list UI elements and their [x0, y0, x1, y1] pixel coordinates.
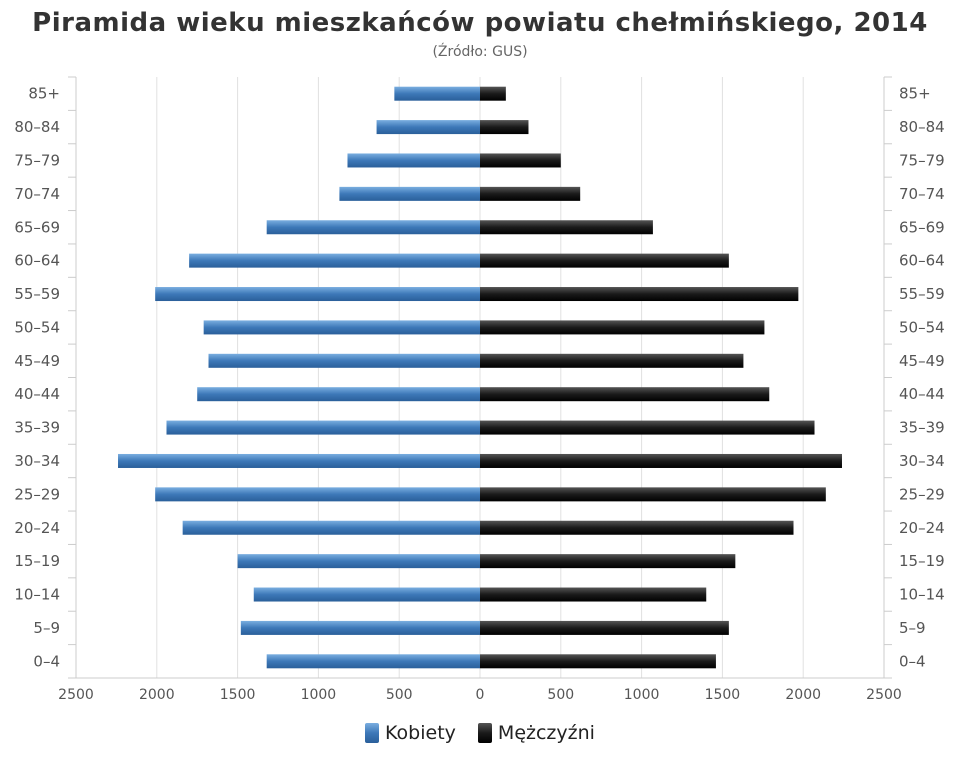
y-tick-label-right: 65–69: [899, 218, 945, 236]
y-tick-label-left: 35–39: [14, 419, 60, 437]
y-tick-label-right: 80–84: [899, 118, 945, 136]
bar-mezczyzni: [480, 253, 729, 268]
axes: [68, 76, 892, 679]
y-tick-label-right: 30–34: [899, 452, 945, 470]
y-tick-label-right: 40–44: [899, 385, 945, 403]
y-tick-label-left: 80–84: [14, 118, 60, 136]
y-tick-label-right: 15–19: [899, 552, 945, 570]
bar-mezczyzni: [480, 453, 842, 468]
x-tick-label: 2000: [785, 687, 821, 703]
legend-label-mezczyzni: Mężczyźni: [497, 722, 595, 744]
y-tick-label-right: 20–24: [899, 519, 945, 537]
bar-mezczyzni: [480, 320, 765, 335]
bar-mezczyzni: [480, 287, 799, 302]
y-tick-label-right: 45–49: [899, 352, 945, 370]
x-tick-label: 2500: [866, 687, 902, 703]
y-tick-label-left: 75–79: [14, 151, 60, 169]
y-tick-label-right: 25–29: [899, 485, 945, 503]
bar-mezczyzni: [480, 487, 826, 502]
bar-kobiety: [339, 186, 480, 201]
y-tick-label-left: 65–69: [14, 218, 60, 236]
bar-kobiety: [376, 120, 480, 135]
x-tick-label: 500: [386, 687, 413, 703]
x-tick-label: 2000: [139, 687, 175, 703]
y-tick-label-left: 25–29: [14, 485, 60, 503]
bar-kobiety: [155, 487, 480, 502]
bar-kobiety: [118, 453, 481, 468]
y-tick-label-left: 55–59: [14, 285, 60, 303]
y-tick-label-left: 50–54: [14, 318, 60, 336]
y-tick-label-left: 70–74: [14, 185, 60, 203]
y-tick-label-left: 30–34: [14, 452, 60, 470]
legend-item-mezczyzni[interactable]: Mężczyźni: [477, 722, 595, 744]
bar-kobiety: [203, 320, 480, 335]
bar-mezczyzni: [480, 587, 707, 602]
y-tick-label-left: 40–44: [14, 385, 60, 403]
x-tick-label: 500: [547, 687, 574, 703]
bar-kobiety: [394, 86, 480, 101]
bar-kobiety: [208, 353, 480, 368]
y-tick-label-right: 85+: [899, 85, 931, 103]
y-tick-label-left: 15–19: [14, 552, 60, 570]
bar-kobiety: [237, 554, 480, 569]
legend: Kobiety Mężczyźni: [0, 722, 960, 744]
y-tick-label-left: 5–9: [33, 619, 60, 637]
bar-kobiety: [166, 420, 480, 435]
bar-kobiety: [347, 153, 480, 168]
legend-item-kobiety[interactable]: Kobiety: [365, 722, 456, 744]
y-tick-label-left: 60–64: [14, 252, 60, 270]
bar-mezczyzni: [480, 86, 506, 101]
y-tick-label-left: 10–14: [14, 586, 60, 604]
bars: [118, 86, 842, 669]
bar-kobiety: [240, 620, 480, 635]
y-tick-label-left: 20–24: [14, 519, 60, 537]
x-tick-label: 1000: [624, 687, 660, 703]
tick-labels: 2500 2000 1500 1000 500 0 500 1000 1500 2000 2500 8…: [14, 85, 944, 703]
bar-kobiety: [253, 587, 480, 602]
bar-mezczyzni: [480, 520, 794, 535]
bar-mezczyzni: [480, 120, 529, 135]
bar-mezczyzni: [480, 353, 744, 368]
bar-kobiety: [182, 520, 480, 535]
chart-subtitle: (Źródło: GUS): [432, 44, 528, 60]
y-tick-label-right: 55–59: [899, 285, 945, 303]
bar-mezczyzni: [480, 153, 561, 168]
y-tick-label-right: 0–4: [899, 652, 926, 670]
y-tick-label-right: 5–9: [899, 619, 926, 637]
chart-title: Piramida wieku mieszkańców powiatu chełm…: [32, 8, 928, 38]
y-tick-label-right: 35–39: [899, 419, 945, 437]
x-tick-label: 2500: [58, 687, 94, 703]
legend-label-kobiety: Kobiety: [385, 722, 456, 744]
bar-mezczyzni: [480, 420, 815, 435]
bar-kobiety: [155, 287, 480, 302]
y-tick-label-right: 10–14: [899, 586, 945, 604]
x-tick-label: 1500: [705, 687, 741, 703]
y-tick-label-right: 50–54: [899, 318, 945, 336]
bar-kobiety: [189, 253, 480, 268]
bar-kobiety: [197, 387, 480, 402]
bar-kobiety: [266, 220, 480, 235]
y-tick-label-right: 60–64: [899, 252, 945, 270]
bar-mezczyzni: [480, 620, 729, 635]
bar-mezczyzni: [480, 220, 653, 235]
y-tick-label-right: 75–79: [899, 151, 945, 169]
bar-mezczyzni: [480, 654, 716, 669]
y-tick-label-left: 85+: [28, 85, 60, 103]
y-tick-label-right: 70–74: [899, 185, 945, 203]
legend-swatch-mezczyzni: [477, 723, 492, 743]
y-tick-label-left: 0–4: [33, 652, 60, 670]
x-tick-label: 0: [476, 687, 485, 703]
bar-mezczyzni: [480, 186, 581, 201]
x-tick-label: 1000: [301, 687, 337, 703]
legend-swatch-kobiety: [365, 723, 380, 743]
bar-mezczyzni: [480, 554, 736, 569]
y-tick-label-left: 45–49: [14, 352, 60, 370]
bar-mezczyzni: [480, 387, 770, 402]
bar-kobiety: [266, 654, 480, 669]
x-tick-label: 1500: [220, 687, 256, 703]
